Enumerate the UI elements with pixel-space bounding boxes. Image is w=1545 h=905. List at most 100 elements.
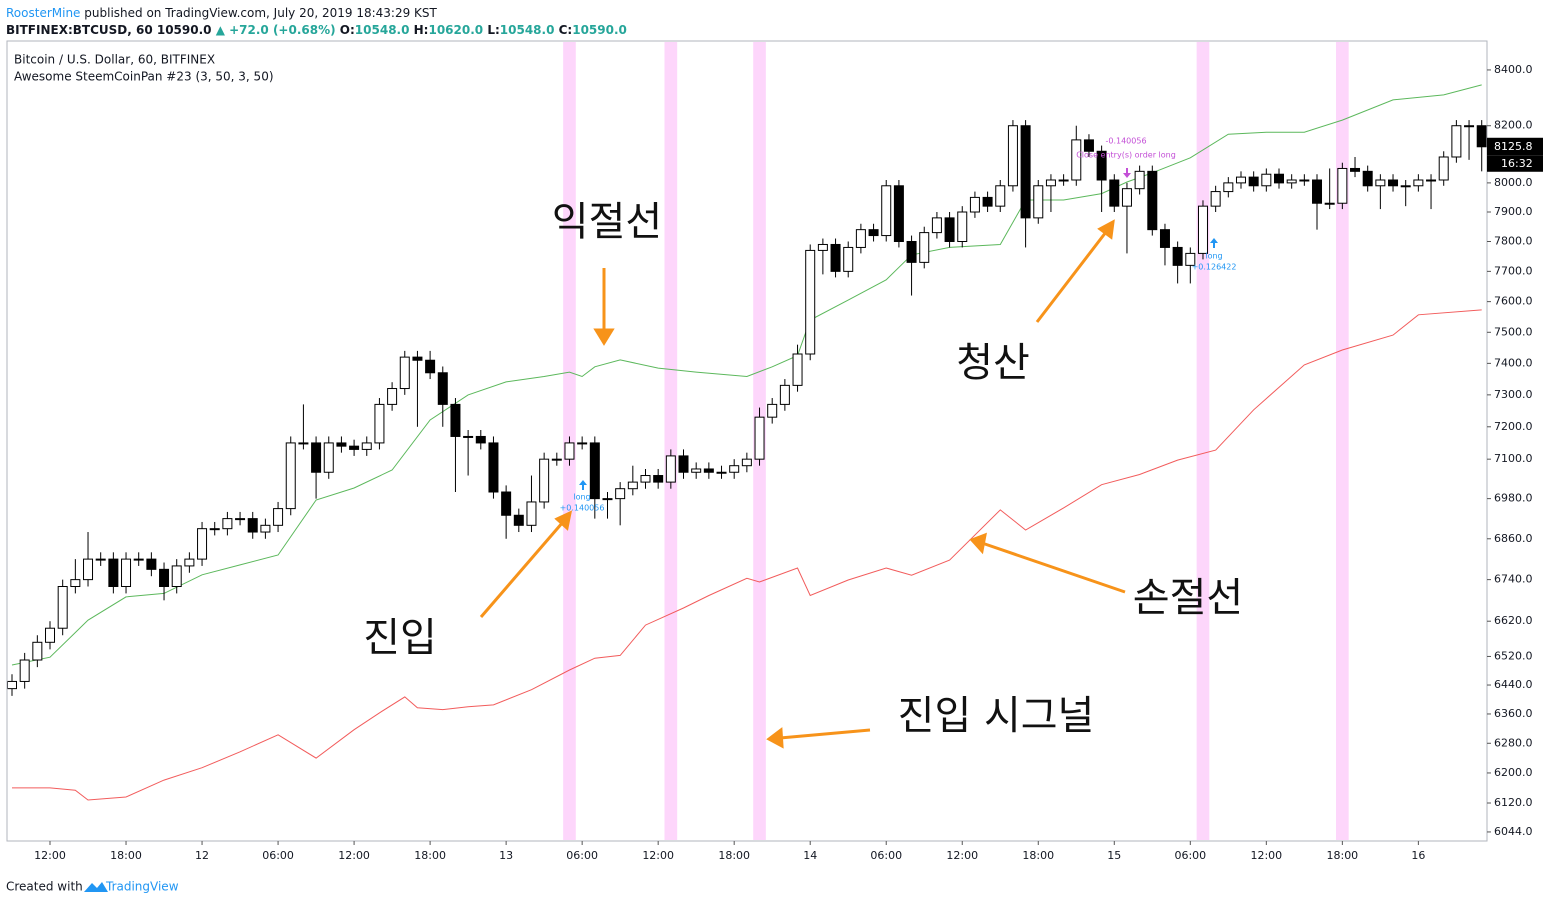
candle-body [754, 416, 765, 460]
y-tick-label: 6860.0 [1494, 532, 1533, 545]
candle-body [425, 359, 436, 374]
candle-body [969, 196, 980, 213]
footer-brand[interactable]: TradingView [105, 880, 179, 894]
candle-body [1274, 173, 1284, 184]
candle-body [729, 465, 740, 473]
plot-frame [6, 40, 1488, 842]
y-tick-label: 7800.0 [1494, 234, 1533, 247]
y-tick-label: 6980.0 [1494, 492, 1533, 505]
price-label-bg [1487, 137, 1543, 156]
price-label: 8125.8 [1494, 140, 1533, 153]
candle-body [678, 455, 689, 473]
candle-body [146, 558, 157, 570]
l: 10548.0 [499, 23, 555, 37]
candle-body [1045, 179, 1056, 187]
candle-body [1033, 185, 1044, 219]
candle-body [691, 468, 702, 473]
candle-body [1312, 179, 1323, 204]
candle-body [1223, 182, 1234, 193]
candle-body [501, 491, 512, 516]
y-tick-label: 7300.0 [1494, 388, 1533, 401]
y-tick-label: 6280.0 [1494, 736, 1533, 749]
long-arrow [579, 480, 587, 490]
candle-body [716, 471, 727, 474]
y-tick-label: 7900.0 [1494, 205, 1533, 218]
band-line [12, 309, 1482, 801]
candle-body [1337, 167, 1348, 204]
entry-label: 진입 [363, 615, 437, 661]
candle-body [399, 356, 410, 390]
y-tick-label: 8200.0 [1494, 119, 1533, 132]
x-tick-label: 12:00 [1250, 849, 1282, 862]
candle-body [513, 514, 524, 526]
y-tick-label: 7400.0 [1494, 356, 1533, 369]
candle-body [450, 403, 461, 437]
arrow-head [766, 727, 784, 749]
candle-body [779, 384, 790, 405]
candle-body [273, 508, 284, 526]
candle-body [463, 435, 474, 438]
candle-body [488, 442, 499, 493]
candle-body [1362, 170, 1373, 187]
symbol: BITFINEX:BTCUSD, 60 [6, 23, 153, 37]
candle-body [32, 641, 43, 661]
candle-body [995, 185, 1006, 207]
candle-body [741, 458, 752, 467]
logo [84, 882, 108, 892]
candle-body [1007, 125, 1018, 187]
candle-body [1020, 125, 1031, 219]
candle-body [437, 372, 448, 405]
candle-body [817, 243, 828, 251]
candle-body [868, 229, 879, 237]
candle-body [805, 249, 816, 355]
author[interactable]: RoosterMine [6, 6, 81, 20]
candle-body [1299, 179, 1310, 182]
legend-symbol: Bitcoin / U.S. Dollar, 60, BITFINEX [14, 53, 215, 67]
x-tick-label: 16 [1411, 849, 1425, 862]
candle-body [361, 442, 372, 450]
signal-band [1336, 42, 1349, 840]
candle-body [1400, 185, 1411, 188]
x-tick-label: 18:00 [1022, 849, 1054, 862]
candle-body [121, 558, 132, 588]
candle-body [653, 475, 664, 483]
candle-body [1413, 179, 1424, 187]
l-label: L: [487, 23, 500, 37]
y-tick-label: 6200.0 [1494, 766, 1533, 779]
candle-body [665, 455, 676, 483]
x-tick-label: 13 [499, 849, 513, 862]
x-tick-label: 12:00 [338, 849, 370, 862]
stop-loss-label: 손절선 [1133, 575, 1243, 621]
candle-body [703, 468, 714, 473]
y-tick-label: 6120.0 [1494, 796, 1533, 809]
candle-body [247, 518, 258, 533]
candle-body [564, 442, 575, 460]
candle-body [1426, 179, 1437, 182]
x-tick-label: 12:00 [946, 849, 978, 862]
arrow [1035, 231, 1108, 323]
footer-created: Created with [6, 880, 83, 894]
candle-body [133, 558, 144, 561]
x-tick-label: 14 [803, 849, 817, 862]
h-label: H: [413, 23, 429, 37]
candle-body [184, 558, 195, 567]
candle-body [1058, 179, 1069, 182]
candle-body [792, 353, 803, 386]
candle-body [374, 403, 385, 444]
candle-body [349, 445, 360, 450]
arrow-head [554, 510, 573, 531]
signal-label: 진입 시그널 [898, 693, 1095, 739]
candle-body [1172, 246, 1183, 266]
candle-body [1464, 125, 1475, 128]
candle-body [1210, 191, 1221, 207]
o: 10548.0 [354, 23, 410, 37]
candle-body [95, 558, 106, 561]
candle-body [1185, 252, 1196, 266]
y-tick-label: 6440.0 [1494, 678, 1533, 691]
y-tick-label: 7700.0 [1494, 264, 1533, 277]
candle-body [589, 442, 600, 500]
arrow [479, 521, 565, 618]
trade-pnl: +0.140056 [560, 504, 605, 513]
